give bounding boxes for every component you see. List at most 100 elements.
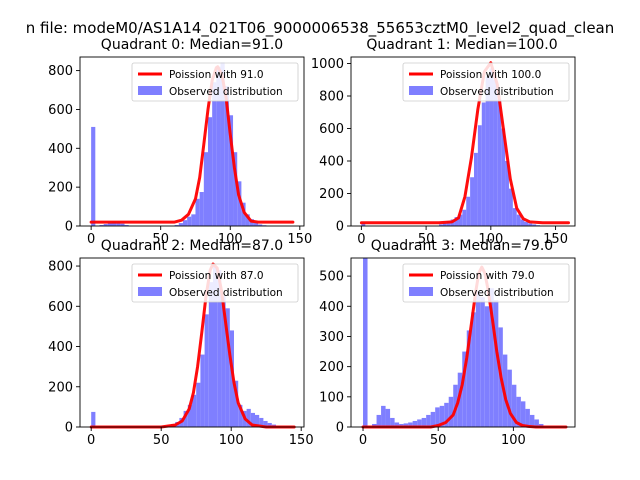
y-tick-label: 0	[65, 421, 73, 436]
x-tick-label: 100	[218, 232, 243, 247]
hist-bar	[470, 177, 475, 226]
hist-bar	[520, 219, 525, 226]
y-tick-label: 300	[319, 330, 344, 345]
hist-bar	[204, 314, 209, 427]
hist-bar	[245, 214, 250, 226]
hist-bar	[439, 405, 445, 427]
hist-bar	[267, 422, 272, 427]
hist-bar	[208, 117, 213, 226]
hist-bar	[255, 414, 260, 427]
hist-bar	[528, 223, 533, 226]
y-tick-label: 800	[48, 64, 73, 79]
legend-hist-label: Observed distribution	[169, 86, 283, 98]
legend: Poission with 87.0 Observed distribution	[131, 263, 299, 303]
hist-bar	[524, 221, 529, 226]
hist-bar	[174, 225, 179, 226]
hist-bar	[520, 401, 526, 427]
x-tick-label: 100	[219, 433, 244, 448]
hist-bar	[191, 214, 196, 226]
hist-bar	[507, 369, 512, 427]
legend: Poission with 100.0 Observed distribution	[402, 62, 570, 102]
y-tick-label: 800	[48, 260, 73, 275]
hist-bar	[385, 408, 391, 427]
hist-bar	[199, 192, 204, 226]
axes-frame	[79, 257, 305, 428]
y-tick-label: 500	[319, 270, 344, 285]
hist-bar	[403, 423, 409, 427]
hist-bar	[217, 270, 222, 427]
hist-bar	[91, 126, 96, 226]
hist-bar	[511, 384, 517, 427]
hist-bar	[221, 296, 226, 427]
hist-bar	[112, 221, 117, 226]
hist-bar	[497, 99, 502, 226]
y-tick-label: 200	[48, 181, 73, 196]
legend: Poission with 79.0 Observed distribution	[402, 263, 570, 303]
hist-bar	[430, 411, 436, 427]
y-tick-label: 600	[319, 122, 344, 137]
y-tick-label: 600	[48, 103, 73, 118]
hist-bar	[439, 224, 443, 226]
y-tick-label: 800	[319, 90, 344, 105]
hist-bar	[250, 412, 255, 427]
figure-title: n file: modeM0/AS1A14_021T06_9000006538_…	[26, 19, 615, 38]
legend: Poission with 91.0 Observed distribution	[131, 62, 299, 102]
hist-bar	[99, 225, 104, 226]
x-tick-label: 100	[501, 433, 526, 448]
hist-bar	[417, 419, 422, 427]
y-tick-label: 400	[319, 300, 344, 315]
y-tick-label: 0	[336, 421, 344, 436]
x-tick-label: 0	[357, 232, 365, 247]
legend-box	[131, 263, 299, 303]
hist-bar	[203, 152, 208, 226]
x-tick-label: 100	[478, 232, 503, 247]
hist-bar	[372, 423, 377, 427]
legend-box	[402, 263, 570, 303]
panel-quadrant-0: Quadrant 0: Median=91.0 0 50 100 150 0 200 400…	[48, 37, 312, 247]
hist-bar	[394, 422, 400, 427]
hist-bar	[200, 354, 205, 427]
legend-fit-label: Poission with 87.0	[169, 270, 264, 282]
panel-title: Quadrant 2: Median=87.0	[101, 238, 283, 254]
hist-bar	[253, 222, 259, 226]
hist-bar	[363, 258, 368, 427]
y-tick-label: 1000	[311, 57, 344, 72]
hist-bar	[454, 217, 459, 226]
hist-bar	[361, 222, 366, 226]
legend-fit-label: Poission with 79.0	[440, 270, 535, 282]
hist-bar	[505, 161, 509, 226]
hist-bar	[475, 291, 481, 427]
hist-bar	[107, 222, 112, 226]
hist-bar	[481, 102, 486, 226]
x-tick-label: 50	[430, 433, 447, 448]
y-tick-label: 100	[319, 390, 344, 405]
y-tick-label: 200	[48, 380, 73, 395]
histogram-bars	[361, 68, 541, 226]
y-tick-label: 600	[48, 300, 73, 315]
hist-bar	[208, 282, 213, 427]
hist-bar	[458, 214, 463, 226]
y-tick-label: 400	[48, 142, 73, 157]
y-tick-label: 400	[48, 340, 73, 355]
axes-frame	[350, 56, 576, 227]
panel-title: Quadrant 3: Median=79.0	[371, 238, 553, 254]
legend-box	[131, 62, 299, 102]
x-tick-label: 0	[87, 433, 95, 448]
panel-quadrant-1: Quadrant 1: Median=100.0 0 50 100 150 0 200 40…	[311, 37, 576, 247]
hist-bar	[195, 198, 200, 226]
hist-bar	[376, 414, 382, 427]
hist-bar	[246, 408, 251, 427]
y-tick-label: 0	[336, 220, 344, 235]
legend-hist-swatch	[409, 287, 433, 296]
hist-bar	[216, 66, 221, 226]
hist-bar	[259, 417, 264, 427]
hist-bar	[187, 404, 192, 427]
hist-bar	[489, 288, 494, 427]
panel-quadrant-3: Quadrant 3: Median=79.0 0 50 100 0 100 200 300…	[319, 238, 576, 448]
x-tick-label: 50	[418, 232, 435, 247]
hist-bar	[238, 404, 243, 427]
y-tick-label: 200	[319, 360, 344, 375]
hist-bar	[435, 407, 440, 427]
hist-bar	[220, 62, 225, 226]
